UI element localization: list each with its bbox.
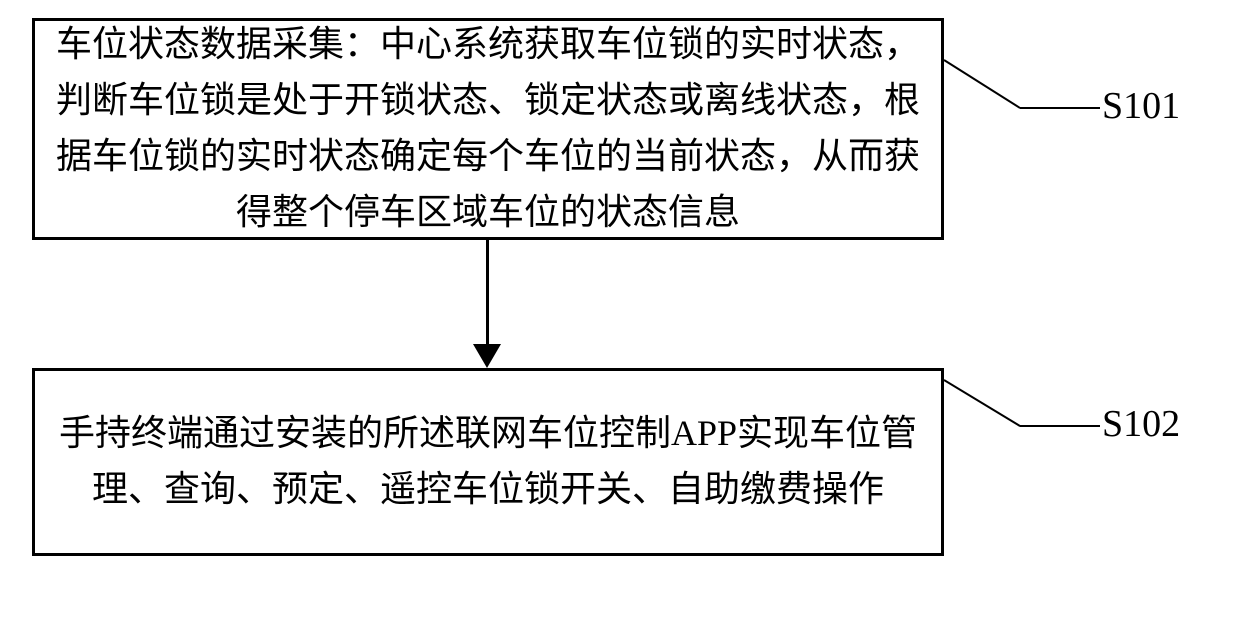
leader-line-s102-diag xyxy=(943,379,1020,427)
flow-node-s101: 车位状态数据采集：中心系统获取车位锁的实时状态，判断车位锁是处于开锁状态、锁定状… xyxy=(32,18,944,240)
flow-node-s102: 手持终端通过安装的所述联网车位控制APP实现车位管理、查询、预定、遥控车位锁开关… xyxy=(32,368,944,556)
leader-line-s101-horiz xyxy=(1020,107,1100,109)
flowchart-canvas: 车位状态数据采集：中心系统获取车位锁的实时状态，判断车位锁是处于开锁状态、锁定状… xyxy=(0,0,1240,619)
flow-edge-s101-s102-line xyxy=(486,240,489,352)
flow-edge-s101-s102-arrow xyxy=(473,344,501,368)
flow-node-s101-text: 车位状态数据采集：中心系统获取车位锁的实时状态，判断车位锁是处于开锁状态、锁定状… xyxy=(55,17,921,240)
leader-line-s101-diag xyxy=(943,59,1020,109)
leader-line-s102-horiz xyxy=(1020,425,1100,427)
step-label-s102: S102 xyxy=(1102,402,1180,446)
flow-node-s102-text: 手持终端通过安装的所述联网车位控制APP实现车位管理、查询、预定、遥控车位锁开关… xyxy=(55,406,921,518)
step-label-s101: S101 xyxy=(1102,84,1180,128)
